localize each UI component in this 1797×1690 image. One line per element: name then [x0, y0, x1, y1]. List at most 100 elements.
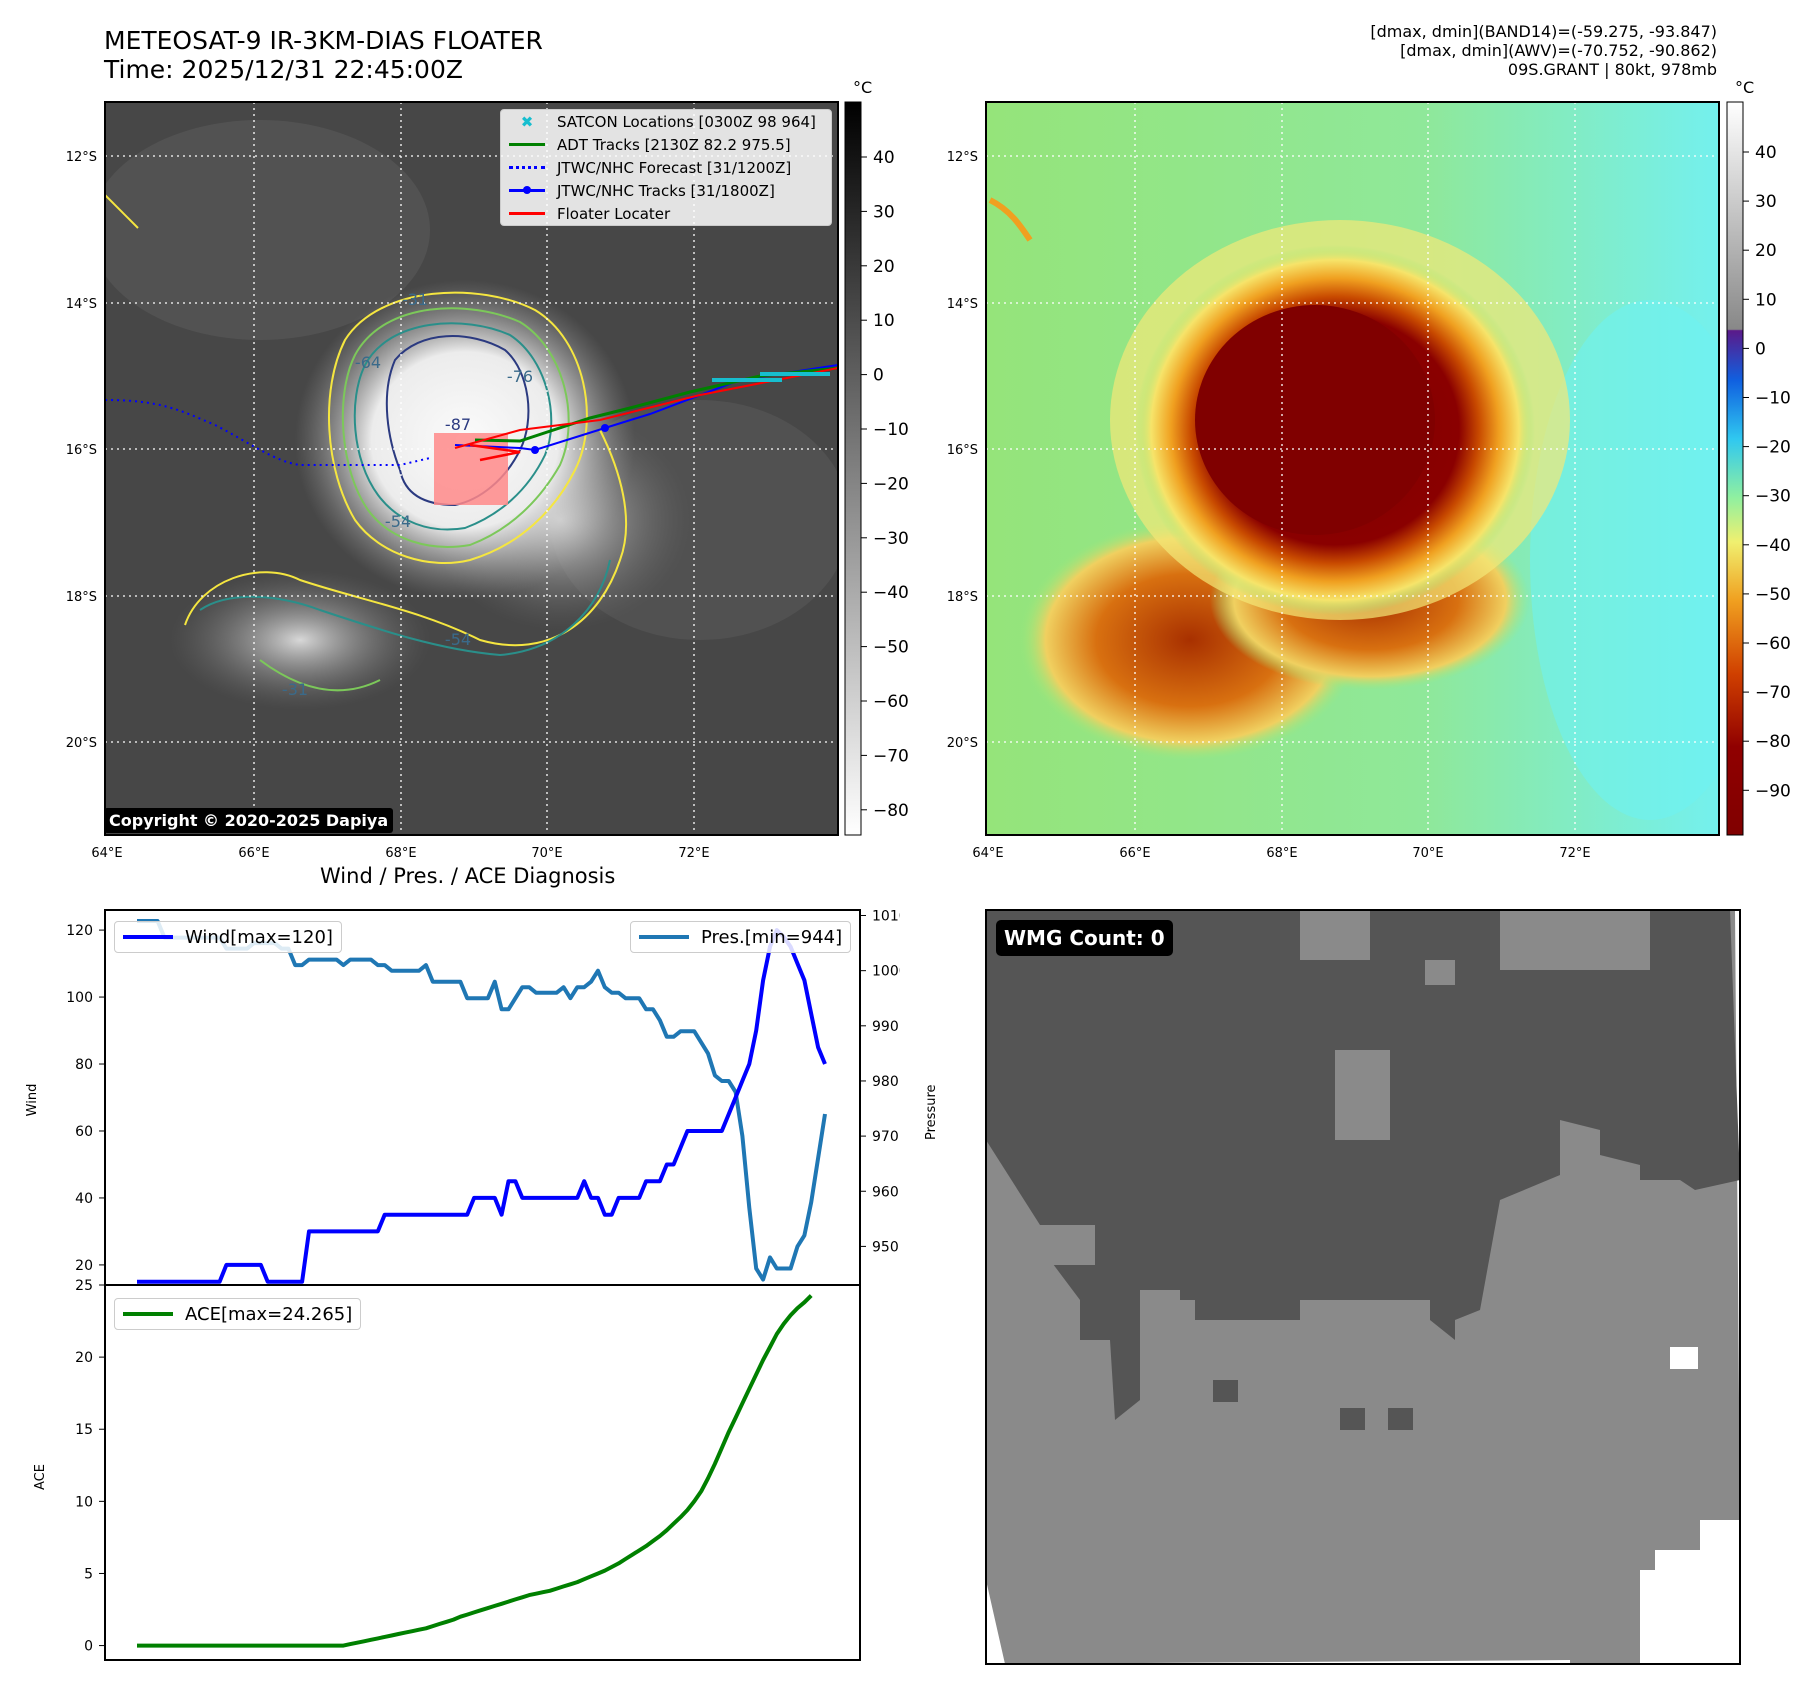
lat-tick-label: 12°S [66, 150, 97, 165]
lat-tick-label: 20°S [947, 736, 978, 751]
contour-31 [327, 291, 588, 564]
ace-plot: 0 5 10 15 20 25 [75, 1278, 861, 1661]
contour-spiral-outer [184, 429, 628, 647]
satcon-locations [712, 372, 830, 382]
contour-label: -54 [385, 512, 411, 531]
colorbar-tick-label: −60 [873, 692, 909, 712]
ir-lat-labels: 12°S 14°S 16°S 18°S 20°S [66, 150, 97, 751]
color-colorbar-unit: °C [1735, 78, 1755, 97]
colorbar-tick-label: −50 [1755, 585, 1791, 605]
title-line-1: METEOSAT-9 IR-3KM-DIAS FLOATER [104, 26, 543, 55]
color-lon-labels: 64°E 66°E 68°E 70°E 72°E [972, 846, 1590, 861]
colorbar-tick-label: −60 [1755, 634, 1791, 654]
floater-locater-arrow [469, 443, 521, 462]
contour-label: -76 [507, 367, 533, 386]
contour-label: -64 [355, 353, 381, 372]
ace-series-line [137, 1294, 813, 1648]
colorbar-tick-label: 40 [1755, 143, 1777, 163]
ir-colorbar-unit: °C [853, 78, 873, 97]
lat-tick-label: 16°S [66, 443, 97, 458]
lon-tick-label: 68°E [1266, 846, 1297, 861]
contour-spiral-mid [259, 659, 381, 692]
colorbar-tick-label: 20 [1755, 241, 1777, 261]
ace-y-tick-label: 10 [75, 1494, 93, 1510]
info-line-2: [dmax, dmin](AWV)=(-70.752, -90.862) [1400, 41, 1717, 60]
legend-forecast: JTWC/NHC Forecast [31/1200Z] [501, 156, 831, 179]
ir-lon-labels: 64°E 66°E 68°E 70°E 72°E [91, 846, 709, 861]
ace-legend: ACE[max=24.265] [114, 1298, 362, 1330]
legend-satcon: ✖ SATCON Locations [0300Z 98 964] [501, 110, 831, 133]
colorbar-tick-label: −80 [1755, 732, 1791, 752]
colorbar-tick-label: 10 [873, 311, 895, 331]
contour-64 [353, 322, 553, 531]
contour-label: -31 [282, 680, 308, 699]
ace-axis-label: ACE [33, 1464, 48, 1490]
colorbar-tick-label: −70 [1755, 683, 1791, 703]
color-colorbar-ticks: 40 30 20 10 0 −10 −20 −30 −40 −50 −60 −70 −80 −90 [1743, 143, 1791, 801]
colorbar-tick-label: −40 [873, 583, 909, 603]
lon-tick-label: 64°E [91, 846, 122, 861]
floater-locater-track [454, 367, 838, 449]
forecast-track [105, 399, 431, 466]
legend-floater: Floater Locater [501, 202, 831, 225]
color-frame [985, 101, 1720, 836]
pressure-y-tick-label: 980 [872, 1074, 899, 1090]
pressure-y-tick-label: 990 [872, 1019, 899, 1035]
colorbar-tick-label: 0 [1755, 339, 1766, 359]
colorbar-tick-label: −30 [873, 529, 909, 549]
ace-y-tick-label: 25 [75, 1278, 93, 1294]
colorbar-tick-label: −40 [1755, 536, 1791, 556]
wind-y-tick-label: 80 [75, 1057, 93, 1073]
wmg-frame [985, 909, 1741, 1665]
adt-line-icon [509, 143, 545, 146]
colorbar-tick-label: −10 [1755, 389, 1791, 409]
diagnosis-title: Wind / Pres. / ACE Diagnosis [320, 864, 616, 888]
lat-tick-label: 18°S [66, 590, 97, 605]
contour-coast-left [105, 194, 139, 229]
lon-tick-label: 68°E [385, 846, 416, 861]
floater-line-icon [509, 212, 545, 215]
colorbar-tick-label: −20 [1755, 438, 1791, 458]
lon-tick-label: 66°E [1119, 846, 1150, 861]
lon-tick-label: 72°E [678, 846, 709, 861]
info-line-3: 09S.GRANT | 80kt, 978mb [1507, 60, 1717, 79]
title-line-2: Time: 2025/12/31 22:45:00Z [104, 55, 463, 84]
colorbar-tick-label: 30 [873, 202, 895, 222]
lat-tick-label: 14°S [66, 297, 97, 312]
contour-54 [341, 307, 570, 548]
ir-legend: ✖ SATCON Locations [0300Z 98 964] ADT Tr… [500, 109, 832, 226]
wind-y-tick-label: 20 [75, 1258, 93, 1274]
ir-colorbar [844, 101, 862, 836]
colorbar-tick-label: 30 [1755, 192, 1777, 212]
jtwc-point [531, 446, 539, 454]
color-gridlines [986, 102, 1719, 835]
ace-line-icon [123, 1312, 173, 1316]
legend-jtwc: JTWC/NHC Tracks [31/1800Z] [501, 179, 831, 202]
ace-y-tick-label: 5 [84, 1566, 93, 1582]
legend-adt: ADT Tracks [2130Z 82.2 975.5] [501, 133, 831, 156]
forecast-line-icon [509, 166, 545, 169]
color-lat-labels: 12°S 14°S 16°S 18°S 20°S [947, 150, 978, 751]
wind-y-tick-label: 120 [66, 923, 93, 939]
lat-tick-label: 14°S [947, 297, 978, 312]
wmg-image [986, 910, 1740, 1664]
lon-tick-label: 66°E [238, 846, 269, 861]
contour-spiral-inner [199, 559, 611, 657]
pressure-legend: Pres.[min=944] [630, 921, 852, 953]
colorbar-tick-label: 40 [873, 148, 895, 168]
colorbar-tick-label: −20 [873, 474, 909, 494]
ir-contour-labels: -31 -64 -76 -87 -54 -54 -31 [282, 290, 533, 699]
lat-tick-label: 20°S [66, 736, 97, 751]
pressure-y-tick-label: 960 [872, 1184, 899, 1200]
pressure-y-tick-label: 970 [872, 1129, 899, 1145]
ir-frame [104, 101, 839, 836]
lat-tick-label: 18°S [947, 590, 978, 605]
ir-colorbar-ticks: 40 30 20 10 0 −10 −20 −30 −40 −50 −60 −70 −80 [861, 148, 909, 821]
copyright-badge: Copyright © 2020-2025 Dapiya [104, 808, 394, 833]
lon-tick-label: 70°E [531, 846, 562, 861]
wind-y-tick-label: 60 [75, 1124, 93, 1140]
pressure-line-icon [639, 935, 689, 939]
ace-plot-frame [104, 1284, 861, 1661]
